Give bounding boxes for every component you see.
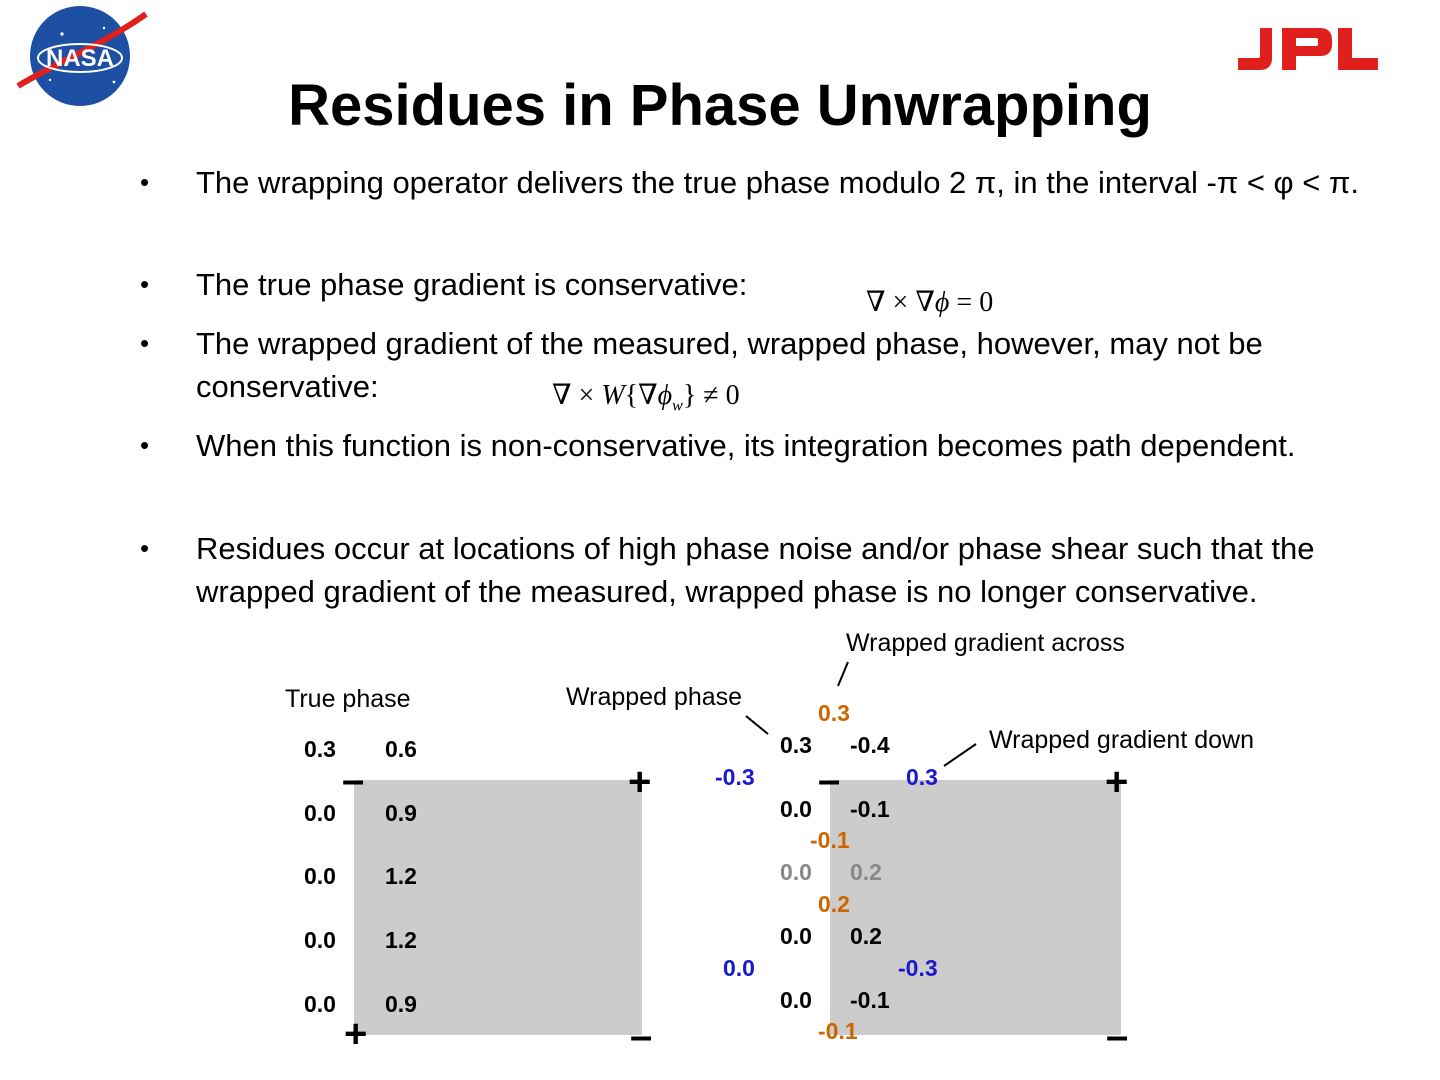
- true-phase-value: 0.9: [385, 991, 417, 1017]
- wrapped-phase-value: 0.2: [850, 923, 882, 949]
- wrapped-curl-equation: ∇ × W{∇ϕw} ≠ 0: [552, 380, 740, 415]
- negative-residue-sign: –: [818, 758, 841, 802]
- wrapped-gradient-across-label: Wrapped gradient across: [846, 629, 1125, 657]
- curl-gradient-equation: ∇ × ∇ϕ = 0: [866, 287, 994, 318]
- wrapped-phase-value: 0.3: [780, 732, 812, 758]
- wrapped-phase-value: 0.0: [780, 796, 812, 822]
- gradient-across-value: 0.2: [818, 891, 850, 917]
- bullet-marker: •: [140, 269, 150, 299]
- true-phase-panel: [354, 780, 642, 1035]
- positive-residue-sign: +: [628, 760, 652, 804]
- positive-residue-sign: +: [1105, 760, 1129, 804]
- true-phase-value: 0.6: [385, 736, 417, 762]
- leader-lines: [745, 661, 977, 767]
- gradient-down-value: 0.0: [723, 955, 755, 981]
- gradient-down-value: -0.3: [715, 764, 755, 790]
- bullet-4-text: When this function is non-conservative, …: [196, 428, 1296, 463]
- gradient-across-value: -0.1: [818, 1018, 858, 1044]
- true-phase-value: 0.0: [304, 927, 336, 953]
- negative-residue-sign: –: [630, 1014, 653, 1058]
- bullet-marker: •: [140, 430, 150, 460]
- wrapped-phase-value: 0.0: [780, 859, 812, 885]
- bullet-marker: •: [140, 328, 150, 358]
- negative-residue-sign: –: [342, 758, 365, 802]
- true-phase-value: 0.0: [304, 863, 336, 889]
- true-phase-value: 0.0: [304, 800, 336, 826]
- slide-title: Residues in Phase Unwrapping: [288, 73, 1152, 138]
- bullet-1-text: The wrapping operator delivers the true …: [196, 165, 1359, 200]
- wrapped-gradient-down-label: Wrapped gradient down: [989, 726, 1254, 754]
- wrapped-phase-value: -0.4: [850, 732, 890, 758]
- bullet-marker: •: [140, 167, 150, 197]
- true-phase-value: 1.2: [385, 863, 417, 889]
- negative-residue-sign: –: [1106, 1014, 1129, 1058]
- wrapped-phase-value: 0.0: [780, 987, 812, 1013]
- wrapped-phase-label: Wrapped phase: [566, 683, 743, 711]
- true-phase-label: True phase: [285, 685, 411, 713]
- bullet-5-text: Residues occur at locations of high phas…: [196, 531, 1315, 609]
- gradient-across-value: -0.1: [810, 827, 850, 853]
- true-phase-value: 1.2: [385, 927, 417, 953]
- gradient-down-value: -0.3: [898, 955, 938, 981]
- bullet-2-text: The true phase gradient is conservative:: [196, 267, 748, 302]
- true-phase-value: 0.0: [304, 991, 336, 1017]
- wrapped-phase-panel: [830, 780, 1121, 1035]
- positive-residue-sign: +: [344, 1012, 368, 1056]
- svg-text:NASA: NASA: [46, 45, 114, 72]
- wrapped-phase-value: -0.1: [850, 796, 890, 822]
- true-phase-value: 0.9: [385, 800, 417, 826]
- wrapped-phase-value: -0.1: [850, 987, 890, 1013]
- true-phase-value: 0.3: [304, 736, 336, 762]
- wrapped-phase-value: 0.0: [780, 923, 812, 949]
- nasa-logo: NASA: [16, 6, 148, 106]
- gradient-across-value: 0.3: [818, 700, 850, 726]
- bullet-3-text: The wrapped gradient of the measured, wr…: [196, 326, 1263, 404]
- bullet-marker: •: [140, 533, 150, 563]
- wrapped-phase-value: 0.2: [850, 859, 882, 885]
- jpl-logo: [1238, 28, 1378, 70]
- gradient-down-value: 0.3: [906, 764, 938, 790]
